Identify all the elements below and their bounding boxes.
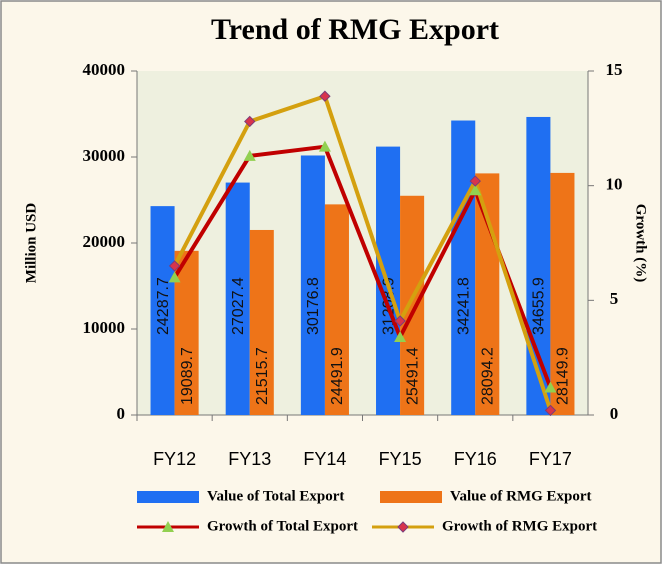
legend-label: Growth of RMG Export bbox=[442, 518, 597, 534]
marker bbox=[544, 381, 557, 393]
y-axis-label: Million USD bbox=[23, 203, 39, 284]
marker bbox=[397, 521, 409, 533]
y2-tick-label: 10 bbox=[606, 175, 623, 194]
x-tick-label: FY12 bbox=[153, 449, 196, 469]
legend-label: Growth of Total Export bbox=[207, 518, 358, 534]
line-series bbox=[172, 94, 553, 412]
marker bbox=[469, 184, 482, 196]
bar bbox=[150, 206, 175, 415]
bar bbox=[300, 155, 325, 415]
data-label: 24491.9 bbox=[329, 347, 346, 405]
marker bbox=[319, 90, 331, 102]
marker bbox=[168, 260, 181, 272]
bar bbox=[550, 172, 575, 415]
x-tick-label: FY15 bbox=[379, 449, 422, 469]
y2-tick-label: 15 bbox=[606, 60, 623, 79]
y-tick-label: 10000 bbox=[83, 318, 126, 337]
data-label: 28149.9 bbox=[555, 347, 572, 405]
data-label: 34241.8 bbox=[455, 277, 472, 335]
data-label: 28094.2 bbox=[479, 347, 496, 405]
data-label: 24287.7 bbox=[155, 277, 172, 335]
x-tick-label: FY14 bbox=[303, 449, 346, 469]
data-label: 30176.8 bbox=[305, 277, 322, 335]
marker bbox=[162, 521, 174, 532]
y-tick-label: 30000 bbox=[83, 146, 126, 165]
y-tick-label: 0 bbox=[117, 404, 126, 423]
marker bbox=[243, 149, 256, 161]
y2-tick-label: 5 bbox=[610, 289, 619, 308]
y-tick-label: 40000 bbox=[83, 60, 126, 79]
y2-axis-label: Growth (%) bbox=[633, 204, 649, 282]
bar bbox=[451, 120, 476, 416]
bar bbox=[225, 182, 250, 415]
legend-swatch bbox=[380, 491, 442, 503]
marker bbox=[318, 140, 331, 152]
marker bbox=[244, 115, 256, 128]
chart-title: Trend of RMG Export bbox=[211, 13, 499, 46]
data-label: 34655.9 bbox=[531, 277, 548, 335]
x-tick-label: FY16 bbox=[454, 449, 497, 469]
data-label: 19089.7 bbox=[179, 347, 196, 405]
y-tick-label: 20000 bbox=[83, 232, 126, 251]
legend-label: Value of RMG Export bbox=[450, 488, 592, 504]
bar bbox=[249, 229, 274, 415]
data-label: 27027.4 bbox=[230, 277, 247, 335]
x-tick-label: FY13 bbox=[228, 449, 271, 469]
data-label: 21515.7 bbox=[254, 347, 271, 405]
legend-swatch bbox=[137, 491, 199, 503]
bar bbox=[526, 116, 551, 415]
marker bbox=[168, 271, 181, 283]
marker bbox=[544, 404, 557, 417]
y2-tick-label: 0 bbox=[610, 404, 619, 423]
bar bbox=[324, 204, 349, 415]
legend-label: Value of Total Export bbox=[207, 488, 344, 504]
bar bbox=[400, 195, 425, 415]
marker bbox=[394, 331, 407, 343]
bar bbox=[174, 250, 199, 415]
marker bbox=[394, 315, 406, 327]
marker bbox=[469, 175, 481, 187]
data-label: 25491.4 bbox=[404, 347, 421, 405]
x-tick-label: FY17 bbox=[529, 449, 572, 469]
